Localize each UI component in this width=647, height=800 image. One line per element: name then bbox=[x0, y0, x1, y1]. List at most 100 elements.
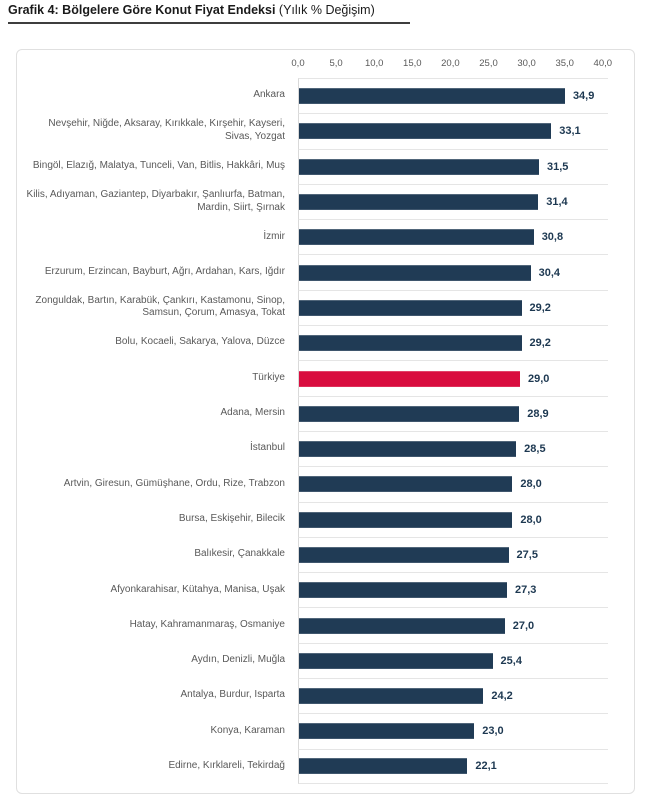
plot-cell: 27,5 bbox=[298, 536, 608, 573]
value-label: 25,4 bbox=[500, 654, 522, 667]
bar-row: Bursa, Eskişehir, Bilecik 28,0 bbox=[17, 501, 634, 537]
value-label: 34,9 bbox=[572, 90, 595, 103]
plot-cell: 31,4 bbox=[298, 183, 608, 220]
value-label: 28,9 bbox=[527, 407, 549, 420]
value-label: 22,1 bbox=[475, 760, 497, 773]
bar bbox=[299, 652, 493, 669]
category-label: Adana, Mersin bbox=[220, 407, 285, 419]
bar bbox=[299, 758, 468, 775]
bar bbox=[299, 123, 552, 140]
category-label: Kilis, Adıyaman, Gaziantep, Diyarbakır, … bbox=[26, 189, 285, 213]
bar-row: İzmir 30,8 bbox=[17, 219, 634, 255]
category-label: Hatay, Kahramanmaraş, Osmaniye bbox=[129, 618, 285, 630]
value-label: 30,4 bbox=[538, 266, 561, 279]
bar-row: Afyonkarahisar, Kütahya, Manisa, Uşak 27… bbox=[17, 572, 634, 608]
plot-cell: 22,1 bbox=[298, 748, 608, 784]
category-label: Aydın, Denizli, Muğla bbox=[191, 654, 285, 666]
category-label: Antalya, Burdur, Isparta bbox=[180, 689, 285, 701]
value-label: 33,1 bbox=[559, 125, 581, 138]
bar-row: Bingöl, Elazığ, Malatya, Tunceli, Van, B… bbox=[17, 148, 634, 184]
bar bbox=[299, 511, 513, 528]
x-axis-tick: 0,0 bbox=[291, 58, 305, 69]
x-axis-tick: 15,0 bbox=[403, 58, 422, 69]
bar-row: İstanbul 28,5 bbox=[17, 430, 634, 467]
bar-row: Bolu, Kocaeli, Sakarya, Yalova, Düzce 29… bbox=[17, 325, 634, 361]
bar-row: Türkiye 29,0 bbox=[17, 360, 634, 396]
value-label: 27,0 bbox=[512, 619, 535, 632]
bar bbox=[299, 547, 509, 563]
bar bbox=[299, 688, 484, 705]
bar bbox=[299, 158, 540, 175]
plot-cell: 30,8 bbox=[298, 219, 608, 255]
value-label: 28,0 bbox=[520, 478, 542, 491]
bar-row: Ankara 34,9 bbox=[17, 78, 634, 114]
category-label: Bursa, Eskişehir, Bilecik bbox=[178, 512, 285, 524]
bar-row: Nevşehir, Niğde, Aksaray, Kırıkkale, Kır… bbox=[17, 113, 634, 149]
value-label: 30,8 bbox=[541, 231, 564, 244]
bar-row: Balıkesir, Çanakkale 27,5 bbox=[17, 536, 634, 573]
bar bbox=[299, 723, 475, 740]
x-axis-tick: 5,0 bbox=[329, 58, 343, 69]
bar bbox=[299, 194, 539, 211]
value-label: 27,5 bbox=[516, 549, 538, 561]
value-label: 28,0 bbox=[520, 513, 542, 526]
bar-row: Zonguldak, Bartın, Karabük, Çankırı, Kas… bbox=[17, 289, 634, 326]
value-label: 24,2 bbox=[491, 690, 513, 703]
bar bbox=[299, 229, 534, 246]
value-label: 31,5 bbox=[547, 160, 569, 173]
plot-cell: 29,2 bbox=[298, 289, 608, 326]
bar bbox=[299, 617, 505, 634]
category-label: Türkiye bbox=[252, 371, 285, 383]
plot-cell: 31,5 bbox=[298, 148, 608, 184]
category-label: Ankara bbox=[253, 89, 285, 101]
chart-frame: 0,0 5,0 10,0 15,0 20,0 25,0 30,0 35,0 40,0 Ankar… bbox=[16, 49, 635, 794]
bar-row: Hatay, Kahramanmaraş, Osmaniye 27,0 bbox=[17, 607, 634, 643]
bar-row: Artvin, Giresun, Gümüşhane, Ordu, Rize, … bbox=[17, 466, 634, 502]
x-axis: 0,0 5,0 10,0 15,0 20,0 25,0 30,0 35,0 40,0 bbox=[291, 50, 613, 78]
plot-cell: 28,5 bbox=[298, 430, 608, 467]
plot-cell: 28,9 bbox=[298, 395, 608, 431]
bar bbox=[299, 264, 531, 281]
plot-cell: 27,0 bbox=[298, 607, 608, 643]
plot-cell: 28,0 bbox=[298, 501, 608, 537]
category-label: Zonguldak, Bartın, Karabük, Çankırı, Kas… bbox=[35, 294, 285, 319]
bar bbox=[299, 405, 520, 422]
category-label: Konya, Karaman bbox=[210, 724, 286, 736]
category-label: Nevşehir, Niğde, Aksaray, Kırıkkale, Kır… bbox=[48, 118, 285, 142]
bar-row: Edirne, Kırklareli, Tekirdağ 22,1 bbox=[17, 748, 634, 784]
value-label: 28,5 bbox=[524, 443, 546, 456]
category-label: Bingöl, Elazığ, Malatya, Tunceli, Van, B… bbox=[32, 159, 285, 171]
bar bbox=[299, 476, 513, 493]
category-label: Artvin, Giresun, Gümüşhane, Ordu, Rize, … bbox=[63, 477, 285, 489]
category-label: Erzurum, Erzincan, Bayburt, Ağrı, Ardaha… bbox=[44, 265, 285, 277]
plot-cell: 33,1 bbox=[298, 113, 608, 149]
value-label: 31,4 bbox=[546, 196, 568, 209]
category-label: Edirne, Kırklareli, Tekirdağ bbox=[168, 760, 285, 772]
plot-cell: 28,0 bbox=[298, 466, 608, 502]
plot-cell: 24,2 bbox=[298, 678, 608, 714]
value-label: 29,2 bbox=[529, 337, 551, 350]
category-label: Bolu, Kocaeli, Sakarya, Yalova, Düzce bbox=[115, 336, 285, 348]
bar bbox=[299, 88, 565, 105]
x-axis-tick: 10,0 bbox=[364, 58, 384, 69]
chart-title-subtitle: (Yılık % Değişim) bbox=[275, 3, 375, 17]
bar bbox=[299, 441, 517, 458]
x-axis-tick: 40,0 bbox=[593, 58, 613, 69]
x-axis-tick: 30,0 bbox=[517, 58, 536, 69]
category-label: Afyonkarahisar, Kütahya, Manisa, Uşak bbox=[110, 583, 285, 595]
bar-row: Konya, Karaman 23,0 bbox=[17, 713, 634, 749]
plot-cell: 25,4 bbox=[298, 642, 608, 679]
value-label: 29,2 bbox=[529, 301, 551, 314]
chart-title: Grafik 4: Bölgelere Göre Konut Fiyat End… bbox=[8, 3, 410, 24]
bar bbox=[299, 582, 508, 599]
x-axis-tick: 25,0 bbox=[479, 58, 498, 69]
bar-row: Kilis, Adıyaman, Gaziantep, Diyarbakır, … bbox=[17, 183, 634, 220]
category-label: Balıkesir, Çanakkale bbox=[194, 548, 285, 560]
bar-row: Aydın, Denizli, Muğla 25,4 bbox=[17, 642, 634, 679]
bar-row: Erzurum, Erzincan, Bayburt, Ağrı, Ardaha… bbox=[17, 254, 634, 290]
plot-cell: 29,2 bbox=[298, 325, 608, 361]
bar bbox=[299, 370, 520, 387]
plot-cell: 27,3 bbox=[298, 572, 608, 608]
plot-cell: 30,4 bbox=[298, 254, 608, 290]
